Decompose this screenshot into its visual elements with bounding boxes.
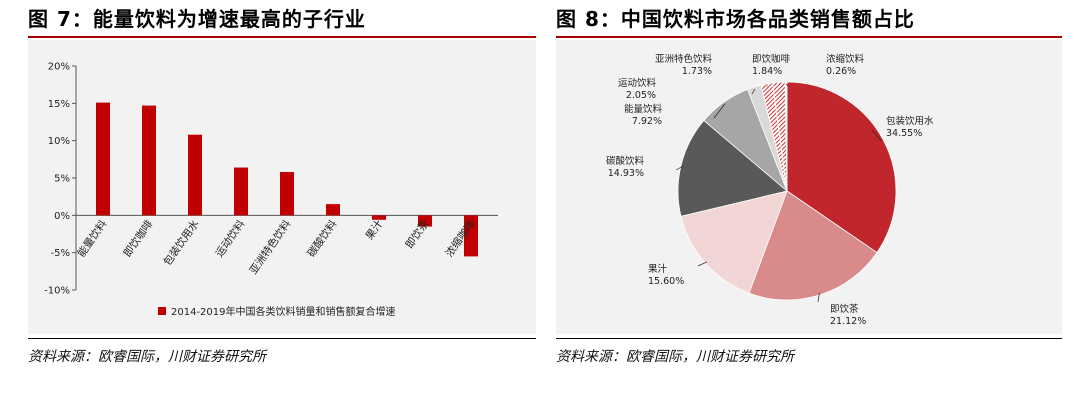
x-tick-label: 亚洲特色饮料 (247, 217, 294, 276)
leader-line (697, 261, 708, 267)
pie-label: 亚洲特色饮料 1.73% (655, 53, 713, 77)
pie-label: 能量饮料 7.92% (624, 103, 663, 127)
bar-3 (188, 134, 202, 216)
x-tick-label: 能量饮料 (75, 217, 110, 259)
x-tick-label: 碳酸饮料 (305, 217, 340, 259)
figure-7-panel: 图 7：能量饮料为增速最高的子行业 20% 15% 10% 5% 0% -5% -10% 能量… (28, 0, 536, 413)
leader-line (817, 292, 820, 303)
bar-chart: 20% 15% 10% 5% 0% -5% -10% 能量饮料 即饮咖啡 包装饮用水 运动饮料 亚洲特… (44, 62, 498, 318)
pie-label-name: 包装饮用水 (886, 115, 934, 127)
x-label-group: 能量饮料 (75, 217, 110, 259)
figure-8-title-text: 中国饮料市场各品类销售额占比 (620, 7, 915, 31)
pie-label-name: 能量饮料 (624, 103, 663, 115)
pie-label-value: 0.26% (826, 66, 856, 77)
pie-label: 运动饮料 2.05% (618, 77, 657, 101)
pie-label-value: 34.55% (886, 128, 922, 139)
bar-chart-area: 20% 15% 10% 5% 0% -5% -10% 能量饮料 即饮咖啡 包装饮用水 运动饮料 亚洲特… (28, 40, 536, 334)
pie-label: 包装饮用水 34.55% (886, 115, 934, 139)
legend-swatch (158, 307, 166, 315)
figure-7-divider (28, 338, 536, 339)
figure-7-title: 图 7：能量饮料为增速最高的子行业 (28, 2, 536, 38)
bar-9 (464, 215, 478, 257)
pie-label: 即饮咖啡 1.84% (752, 53, 791, 77)
figure-8-panel: 图 8：中国饮料市场各品类销售额占比 包装饮用水 34.55% 即饮茶 21.12% 果… (556, 0, 1062, 413)
x-label-group: 运动饮料 (213, 217, 248, 259)
x-tick-label: 果汁 (363, 217, 386, 242)
x-label-group: 即饮咖啡 (121, 217, 156, 259)
bar-6 (326, 204, 340, 216)
pie-label-name: 亚洲特色饮料 (655, 53, 713, 65)
figure-8-number: 图 8： (556, 7, 621, 31)
pie-slice-9 (784, 81, 788, 192)
leader-line (785, 83, 789, 87)
bar-4 (234, 167, 248, 216)
leader-line (675, 165, 684, 171)
figure-7-source: 资料来源：欧睿国际，川财证券研究所 (28, 349, 266, 365)
pie-slice-3 (680, 190, 788, 294)
x-label-group: 包装饮用水 (161, 217, 202, 268)
figure-8-title: 图 8：中国饮料市场各品类销售额占比 (556, 2, 1062, 38)
leader-line (871, 129, 882, 142)
pie-label-name: 即饮茶 (830, 303, 859, 315)
leader-line (713, 103, 726, 119)
pie-label-value: 21.12% (830, 316, 866, 327)
pie-slice-4 (677, 119, 788, 217)
pie-label-name: 碳酸饮料 (606, 155, 645, 167)
leader-line (751, 88, 756, 95)
pie-label: 即饮茶 21.12% (830, 303, 866, 327)
y-tick-label: -5% (51, 248, 70, 259)
pie-label-name: 浓缩饮料 (826, 53, 865, 65)
x-label-group: 即饮茶 (403, 217, 432, 251)
y-tick-label: 20% (48, 62, 70, 73)
x-label-group: 碳酸饮料 (305, 217, 340, 259)
figure-8-divider (556, 338, 1062, 339)
pie-label-value: 15.60% (648, 276, 684, 287)
bar-7 (372, 215, 386, 220)
x-label-group: 果汁 (363, 217, 386, 242)
pie-label-name: 运动饮料 (618, 77, 657, 89)
pie-label: 浓缩饮料 0.26% (826, 53, 865, 77)
legend-label: 2014-2019年中国各类饮料销量和销售额复合增速 (171, 305, 396, 318)
figure-7-title-text: 能量饮料为增速最高的子行业 (92, 7, 366, 31)
figure-7-number: 图 7： (28, 7, 93, 31)
pie-label-value: 7.92% (632, 116, 662, 127)
pie-label-name: 果汁 (648, 263, 668, 275)
pie-slice-1 (786, 81, 897, 254)
pie-label-value: 1.84% (752, 66, 782, 77)
x-tick-label: 即饮茶 (403, 217, 432, 251)
pie-label-value: 2.05% (626, 90, 656, 101)
figure-8-source: 资料来源：欧睿国际，川财证券研究所 (556, 349, 794, 365)
y-tick-label: 0% (54, 211, 70, 222)
x-tick-label: 运动饮料 (213, 217, 248, 259)
pie-label-value: 1.73% (682, 66, 712, 77)
pie-slice-2 (748, 190, 878, 301)
pie-label: 果汁 15.60% (648, 263, 684, 287)
y-tick-label: 15% (48, 99, 70, 110)
x-label-group: 亚洲特色饮料 (247, 217, 294, 276)
pie-chart: 包装饮用水 34.55% 即饮茶 21.12% 果汁 15.60% 碳酸饮料 14.93% 能量… (606, 53, 934, 327)
y-tick-label: -10% (44, 286, 70, 297)
pie-label-name: 即饮咖啡 (752, 53, 791, 65)
pie-label: 碳酸饮料 14.93% (606, 155, 645, 179)
y-tick-label: 5% (54, 174, 70, 185)
bar-2 (142, 105, 156, 216)
bar-8 (418, 215, 432, 227)
pie-chart-area: 包装饮用水 34.55% 即饮茶 21.12% 果汁 15.60% 碳酸饮料 14.93% 能量… (556, 40, 1062, 334)
y-tick-label: 10% (48, 136, 70, 147)
bar-5 (280, 172, 294, 216)
x-tick-label: 即饮咖啡 (121, 217, 156, 259)
x-tick-label: 包装饮用水 (161, 217, 202, 268)
bar-1 (96, 102, 110, 216)
pie-label-value: 14.93% (608, 168, 644, 179)
